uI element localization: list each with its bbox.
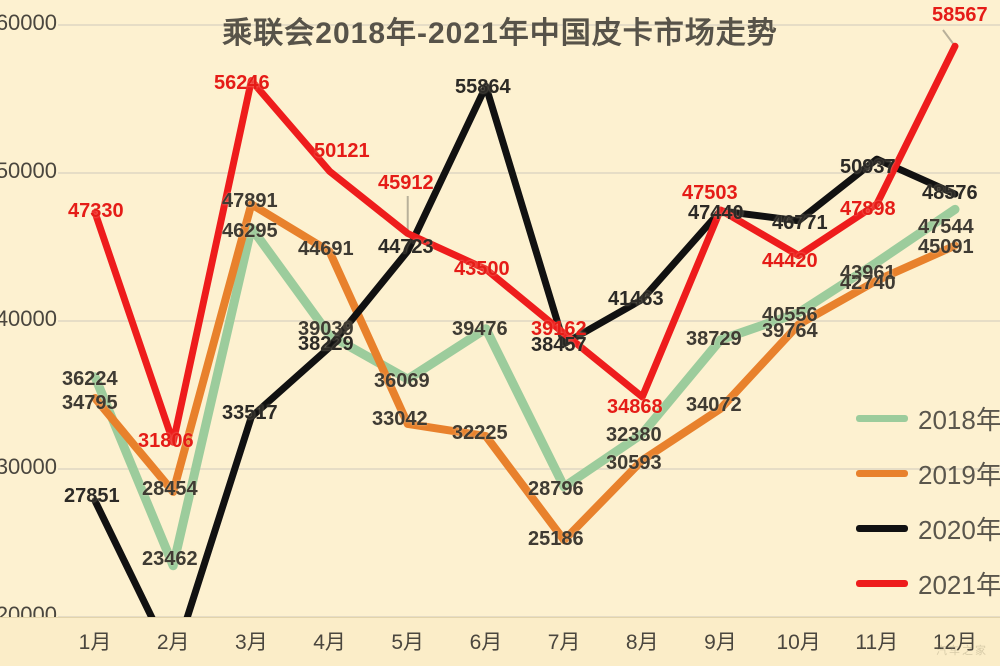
data-label: 43961 bbox=[840, 262, 896, 284]
data-label: 39764 bbox=[762, 320, 818, 342]
data-label: 56246 bbox=[214, 72, 270, 94]
data-label: 55864 bbox=[455, 76, 511, 98]
data-label: 44420 bbox=[762, 250, 818, 272]
data-label: 28454 bbox=[142, 478, 198, 500]
data-label: 23462 bbox=[142, 548, 198, 570]
x-axis-tick: 7月 bbox=[547, 631, 581, 654]
data-label: 34868 bbox=[607, 396, 663, 418]
legend-swatch-2018 bbox=[856, 415, 908, 422]
data-label: 50937 bbox=[840, 156, 896, 178]
x-axis-tick: 2月 bbox=[156, 631, 190, 654]
x-axis-tick: 10月 bbox=[776, 631, 821, 654]
data-label: 33517 bbox=[222, 402, 278, 424]
data-label: 58567 bbox=[932, 4, 988, 26]
data-label: 30593 bbox=[606, 452, 662, 474]
data-label: 47503 bbox=[682, 182, 738, 204]
data-label: 41463 bbox=[608, 288, 664, 310]
chart-title: 乘联会2018年-2021年中国皮卡市场走势 bbox=[222, 17, 778, 50]
legend-item-2020[interactable]: 2020年 bbox=[856, 510, 1000, 547]
data-label: 47898 bbox=[840, 198, 896, 220]
x-axis-tick: 1月 bbox=[78, 631, 112, 654]
data-label: 31806 bbox=[138, 430, 194, 452]
x-axis-tick: 11月 bbox=[855, 631, 899, 654]
x-axis-band bbox=[0, 617, 1000, 666]
x-axis-tick: 12月 bbox=[932, 631, 978, 654]
data-label: 39476 bbox=[452, 318, 508, 340]
y-axis-tick: 30000 bbox=[0, 454, 57, 479]
x-axis-tick: 4月 bbox=[313, 631, 346, 654]
data-label: 42740 bbox=[840, 272, 896, 294]
data-label: 47440 bbox=[688, 202, 744, 224]
legend-label-2018: 2018年 bbox=[918, 405, 1000, 435]
legend-label-2020: 2020年 bbox=[918, 515, 1000, 545]
data-label: 32225 bbox=[452, 422, 508, 444]
data-label: 33042 bbox=[372, 408, 428, 430]
watermark: 汽车之家 bbox=[936, 645, 988, 657]
chart-legend: 2018年 2019年 2020年 2021年 bbox=[856, 400, 1000, 602]
data-label: 38457 bbox=[531, 334, 587, 356]
legend-item-2018[interactable]: 2018年 bbox=[856, 400, 1000, 437]
legend-swatch-2020 bbox=[856, 525, 908, 532]
data-label: 34072 bbox=[686, 394, 742, 416]
series-line-2019年 bbox=[91, 200, 959, 545]
data-label: 34795 bbox=[62, 392, 118, 414]
data-label: 46771 bbox=[772, 212, 828, 234]
data-label: 47891 bbox=[222, 190, 278, 212]
data-label: 47544 bbox=[918, 216, 974, 238]
data-label: 40556 bbox=[762, 304, 818, 326]
data-label: 48576 bbox=[922, 182, 978, 204]
series-line-2021年 bbox=[91, 42, 959, 446]
data-label: 45091 bbox=[918, 236, 974, 258]
data-label: 27851 bbox=[64, 485, 120, 507]
data-label: 44723 bbox=[378, 236, 434, 258]
data-label: 39162 bbox=[531, 318, 587, 340]
data-label: 36224 bbox=[62, 368, 118, 390]
y-axis-tick: 40000 bbox=[0, 306, 57, 331]
data-label: 50121 bbox=[314, 140, 370, 162]
x-axis-tick: 6月 bbox=[469, 631, 503, 654]
x-axis-tick: 8月 bbox=[625, 631, 659, 654]
series-line-2018年 bbox=[90, 204, 960, 571]
data-label: 47330 bbox=[68, 200, 124, 222]
legend-label-2019: 2019年 bbox=[918, 460, 1000, 490]
data-label: 38729 bbox=[686, 328, 742, 350]
data-label: 43500 bbox=[454, 258, 510, 280]
legend-item-2019[interactable]: 2019年 bbox=[856, 455, 1000, 492]
y-axis-tick: 60000 bbox=[0, 10, 57, 35]
legend-swatch-2021 bbox=[856, 580, 908, 587]
data-label: 28796 bbox=[528, 478, 584, 500]
data-label: 46295 bbox=[222, 220, 278, 242]
x-axis-tick: 3月 bbox=[235, 631, 268, 654]
legend-swatch-2019 bbox=[856, 470, 908, 477]
x-axis-tick: 5月 bbox=[391, 631, 425, 654]
data-label: 45912 bbox=[378, 172, 434, 194]
data-label: 39039 bbox=[298, 318, 354, 340]
data-label: 38229 bbox=[298, 333, 354, 355]
data-label: 44691 bbox=[298, 238, 354, 260]
legend-item-2021[interactable]: 2021年 bbox=[856, 565, 1000, 602]
x-axis-tick: 9月 bbox=[704, 631, 737, 654]
data-label: 32380 bbox=[606, 424, 662, 446]
data-label: 25186 bbox=[528, 528, 584, 550]
y-axis-tick: 50000 bbox=[0, 158, 57, 183]
data-label: 36069 bbox=[374, 370, 430, 392]
legend-label-2021: 2021年 bbox=[918, 570, 1000, 600]
series-line-2020年 bbox=[91, 82, 959, 665]
